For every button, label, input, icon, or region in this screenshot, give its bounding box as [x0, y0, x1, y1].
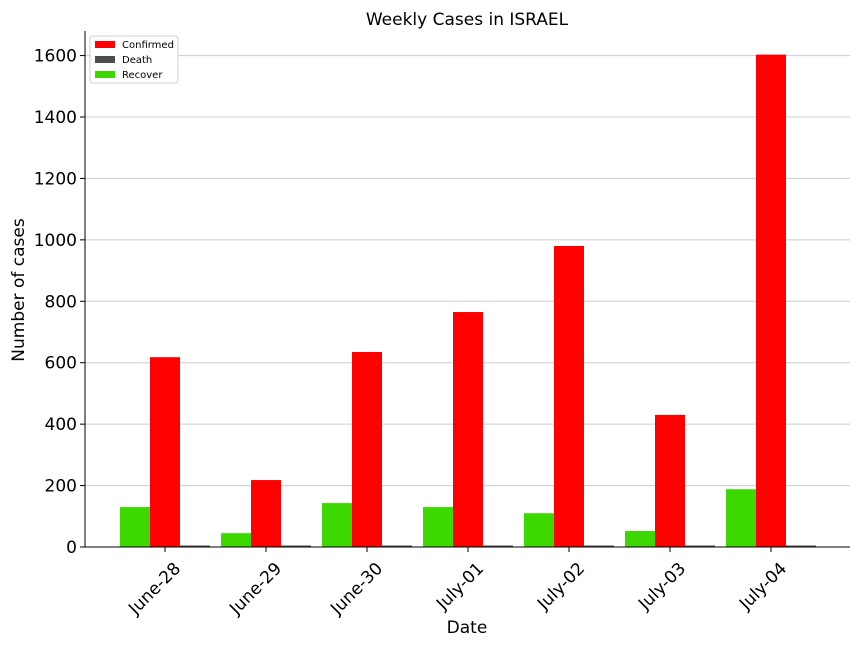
bars	[120, 54, 816, 548]
x-tick-label: July-02	[533, 559, 589, 615]
x-tick-label: June-30	[326, 559, 387, 620]
x-axis-label: Date	[447, 618, 488, 638]
y-axis-label: Number of cases	[9, 218, 29, 362]
bar-confirmed-june-28	[150, 357, 180, 547]
y-tick-label: 1000	[34, 231, 77, 251]
bar-confirmed-july-03	[655, 414, 685, 547]
bar-recover-june-28	[120, 507, 150, 547]
bar-recover-july-01	[423, 507, 453, 547]
bar-confirmed-july-04	[756, 54, 786, 548]
y-tick-label: 1400	[34, 108, 77, 128]
legend-swatch-death	[95, 56, 115, 63]
legend-swatch-confirmed	[95, 41, 115, 48]
bar-death-june-28	[180, 545, 210, 547]
bar-death-july-03	[685, 545, 715, 547]
y-tick-label: 0	[66, 538, 77, 558]
bar-death-june-30	[382, 545, 412, 547]
bar-confirmed-june-30	[352, 351, 382, 547]
y-tick-label: 400	[45, 415, 77, 435]
bar-recover-july-03	[625, 531, 655, 547]
legend: Confirmed Death Recover	[89, 35, 179, 84]
y-tick-label: 1600	[34, 47, 77, 67]
bar-confirmed-june-29	[251, 480, 281, 547]
legend-label-recover: Recover	[122, 70, 163, 81]
legend-label-death: Death	[122, 55, 152, 66]
bar-death-june-29	[281, 545, 311, 547]
bar-recover-july-04	[726, 489, 756, 547]
y-ticks: 0 200 400 600 800 1000 1200 1400 1600	[34, 47, 85, 558]
bar-death-july-02	[584, 545, 614, 547]
y-tick-label: 200	[45, 477, 77, 497]
x-tick-label: June-28	[124, 559, 185, 620]
bar-recover-june-29	[221, 533, 251, 547]
x-tick-label: June-29	[225, 559, 286, 620]
x-tick-label: July-04	[735, 559, 791, 615]
bar-recover-july-02	[524, 513, 554, 547]
bar-confirmed-july-01	[453, 312, 483, 547]
x-tick-label: July-03	[634, 559, 690, 615]
y-tick-label: 800	[45, 292, 77, 312]
bar-death-july-01	[483, 545, 513, 547]
x-ticks: June-28 June-29 June-30 July-01 July-02 July-…	[124, 547, 791, 620]
chart-title: Weekly Cases in ISRAEL	[366, 10, 569, 30]
bar-confirmed-july-02	[554, 246, 584, 547]
bar-death-july-04	[786, 545, 816, 547]
x-tick-label: July-01	[432, 559, 488, 615]
legend-swatch-recover	[95, 71, 115, 78]
bar-recover-june-30	[322, 503, 352, 547]
y-tick-label: 600	[45, 354, 77, 374]
y-tick-label: 1200	[34, 169, 77, 189]
legend-label-confirmed: Confirmed	[122, 40, 174, 51]
